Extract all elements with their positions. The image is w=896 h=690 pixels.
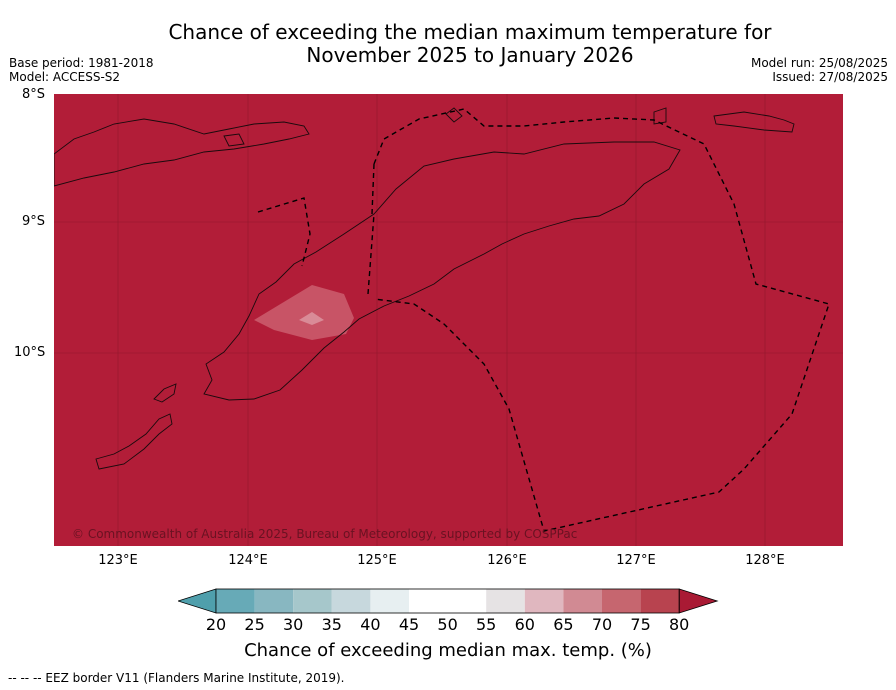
colorbar-segment [524, 589, 564, 613]
lon-label-126e: 126°E [487, 553, 527, 568]
copyright-text: © Commonwealth of Australia 2025, Bureau… [72, 527, 577, 541]
colorbar-segment [602, 589, 641, 613]
colorbar-tick-label: 65 [553, 615, 574, 634]
chart-title-line2: November 2025 to January 2026 [306, 43, 634, 67]
colorbar-tick-label: 30 [283, 615, 304, 634]
eez-border [257, 108, 830, 532]
model-text: Model: ACCESS-S2 [9, 70, 121, 84]
lat-label-10s: 10°S [14, 345, 46, 360]
colorbar-tick-label: 75 [630, 615, 651, 634]
colorbar-segment [640, 589, 680, 613]
footer-eez-note: -- -- -- EEZ border V11 (Flanders Marine… [8, 671, 345, 685]
colorbar-segment [293, 589, 332, 613]
colorbar-tick-label: 80 [669, 615, 690, 634]
colorbar-tick-label: 70 [591, 615, 613, 634]
lon-label-127e: 127°E [616, 553, 656, 568]
colorbar-outline [215, 588, 680, 614]
colorbar-tick-label: 35 [321, 615, 342, 634]
colorbar-segment [331, 589, 371, 613]
issued-text: Issued: 27/08/2025 [772, 70, 888, 84]
colorbar-tick-label: 50 [437, 615, 458, 634]
colorbar-label: Chance of exceeding median max. temp. (%… [244, 640, 652, 661]
colorbar-tick-label: 25 [244, 615, 265, 634]
colorbar [178, 588, 719, 614]
lat-label-8s: 8°S [22, 87, 46, 102]
colorbar-segment [216, 589, 255, 613]
colorbar-extend-high [678, 588, 719, 614]
colorbar-tick-label: 55 [476, 615, 497, 634]
map-background [54, 94, 843, 546]
lon-label-125e: 125°E [357, 553, 397, 568]
colorbar-tick-label: 60 [514, 615, 535, 634]
colorbar-tick-label: 20 [205, 615, 227, 634]
colorbar-segment [254, 589, 294, 613]
anomaly-patch [254, 285, 354, 340]
colorbar-segment [563, 589, 602, 613]
chart-title-line1: Chance of exceeding the median maximum t… [168, 20, 772, 44]
graticule [54, 94, 843, 546]
colorbar-segment [486, 589, 525, 613]
model-run-text: Model run: 25/08/2025 [750, 56, 888, 70]
lon-label-123e: 123°E [98, 553, 138, 568]
colorbar-segment [370, 589, 409, 613]
anomaly-patch-inner [299, 312, 324, 325]
lat-label-9s: 9°S [22, 214, 46, 229]
colorbar-segment [447, 589, 487, 613]
lon-label-128e: 128°E [745, 553, 785, 568]
colorbar-tick-label: 40 [360, 615, 381, 634]
colorbar-extend-low [178, 588, 217, 614]
colorbar-tick-label: 45 [398, 615, 420, 634]
lon-label-124e: 124°E [228, 553, 268, 568]
colorbar-segment [409, 589, 448, 613]
coastlines [54, 107, 795, 470]
base-period-text: Base period: 1981-2018 [9, 56, 154, 70]
map-panel: © Commonwealth of Australia 2025, Bureau… [54, 94, 843, 546]
